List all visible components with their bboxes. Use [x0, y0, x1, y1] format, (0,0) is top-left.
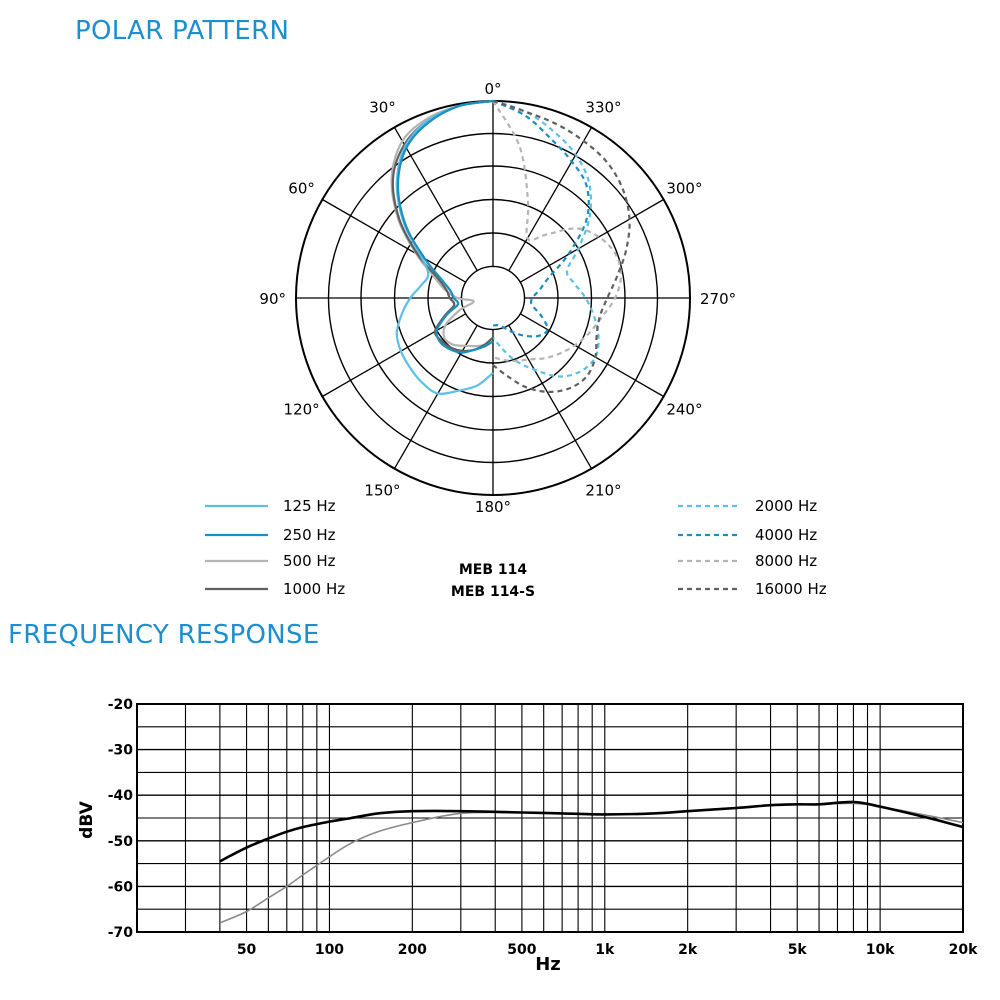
angle-label-210: 210° [585, 481, 621, 499]
y-tick-label: -60 [108, 879, 134, 895]
polar-grid [295, 100, 691, 496]
polar-angle-labels: 0° 30° 60° 90° 120° 150° 180° 210° 240° 270° 300° 3… [259, 80, 736, 516]
x-axis-label: Hz [535, 954, 561, 975]
polar-spoke [393, 324, 478, 469]
polar-pattern-chart: 0° 30° 60° 90° 120° 150° 180° 210° 240° 270° 300° 3… [205, 80, 827, 600]
polar-curves [390, 99, 631, 395]
polar-spoke [322, 313, 467, 398]
frequency-response-title: FREQUENCY RESPONSE [8, 620, 320, 650]
model-label-meb-114-s: MEB 114-S [451, 584, 535, 600]
polar-curve-16000-hz [492, 99, 631, 393]
polar-spoke [519, 198, 664, 283]
angle-label-30: 30° [369, 99, 396, 117]
y-tick-label: -50 [108, 834, 134, 850]
y-axis-label: dBV [77, 800, 97, 838]
x-tick-label: 10k [866, 942, 895, 958]
polar-curve-125-hz [395, 99, 494, 395]
frequency-grid [136, 703, 964, 933]
y-tick-label: -40 [108, 788, 134, 804]
legend-label-500-hz: 500 Hz [283, 552, 336, 570]
angle-label-60: 60° [288, 180, 315, 198]
legend-label-16000-hz: 16000 Hz [755, 580, 827, 598]
x-tick-label: 100 [315, 942, 344, 958]
frequency-tick-labels: -20 -30 -40 -50 -60 -70 50 100 200 500 1k 2k 5k 10k 20… [108, 697, 978, 958]
legend-label-8000-hz: 8000 Hz [755, 552, 817, 570]
polar-curve-500-hz [390, 99, 494, 348]
polar-curve-1000-hz [391, 99, 494, 353]
x-tick-label: 50 [237, 942, 257, 958]
polar-legend: 125 Hz 250 Hz 500 Hz 1000 Hz 2000 Hz 4000 Hz 8… [205, 497, 827, 598]
x-tick-label: 1k [595, 942, 615, 958]
x-tick-label: 500 [507, 942, 536, 958]
angle-label-330: 330° [585, 99, 621, 117]
angle-label-0: 0° [484, 80, 501, 98]
legend-label-4000-hz: 4000 Hz [755, 526, 817, 544]
polar-curve-8000-hz [492, 100, 623, 363]
x-tick-label: 2k [678, 942, 698, 958]
y-tick-label: -70 [108, 925, 134, 941]
polar-spoke [322, 198, 467, 283]
polar-pattern-title: POLAR PATTERN [75, 16, 290, 46]
frequency-curve-2 [219, 800, 964, 863]
legend-label-1000-hz: 1000 Hz [283, 580, 345, 598]
angle-label-180: 180° [475, 498, 511, 516]
freq-plot-frame [136, 703, 964, 933]
legend-label-2000-hz: 2000 Hz [755, 497, 817, 515]
polar-spoke [393, 127, 478, 272]
angle-label-270: 270° [700, 290, 736, 308]
polar-spoke [519, 313, 664, 398]
polar-curve-4000-hz [492, 99, 590, 338]
polar-ring [460, 265, 526, 331]
polar-curve-2000-hz [492, 99, 600, 378]
polar-spoke [508, 324, 593, 469]
polar-curve-250-hz [396, 99, 494, 354]
angle-label-150: 150° [364, 481, 400, 499]
angle-label-90: 90° [259, 290, 286, 308]
model-label-meb-114: MEB 114 [459, 562, 528, 578]
y-tick-label: -30 [108, 743, 134, 759]
legend-label-250-hz: 250 Hz [283, 526, 336, 544]
frequency-curves [219, 800, 964, 924]
x-tick-label: 200 [398, 942, 427, 958]
frequency-response-chart: -20 -30 -40 -50 -60 -70 50 100 200 500 1k 2k 5k 10k 20… [77, 697, 978, 975]
angle-label-120: 120° [284, 401, 320, 419]
legend-label-125-hz: 125 Hz [283, 497, 336, 515]
angle-label-300: 300° [666, 180, 702, 198]
angle-label-240: 240° [666, 401, 702, 419]
polar-spoke [508, 127, 593, 272]
x-tick-label: 20k [949, 942, 978, 958]
y-tick-label: -20 [108, 697, 134, 713]
x-tick-label: 5k [788, 942, 808, 958]
